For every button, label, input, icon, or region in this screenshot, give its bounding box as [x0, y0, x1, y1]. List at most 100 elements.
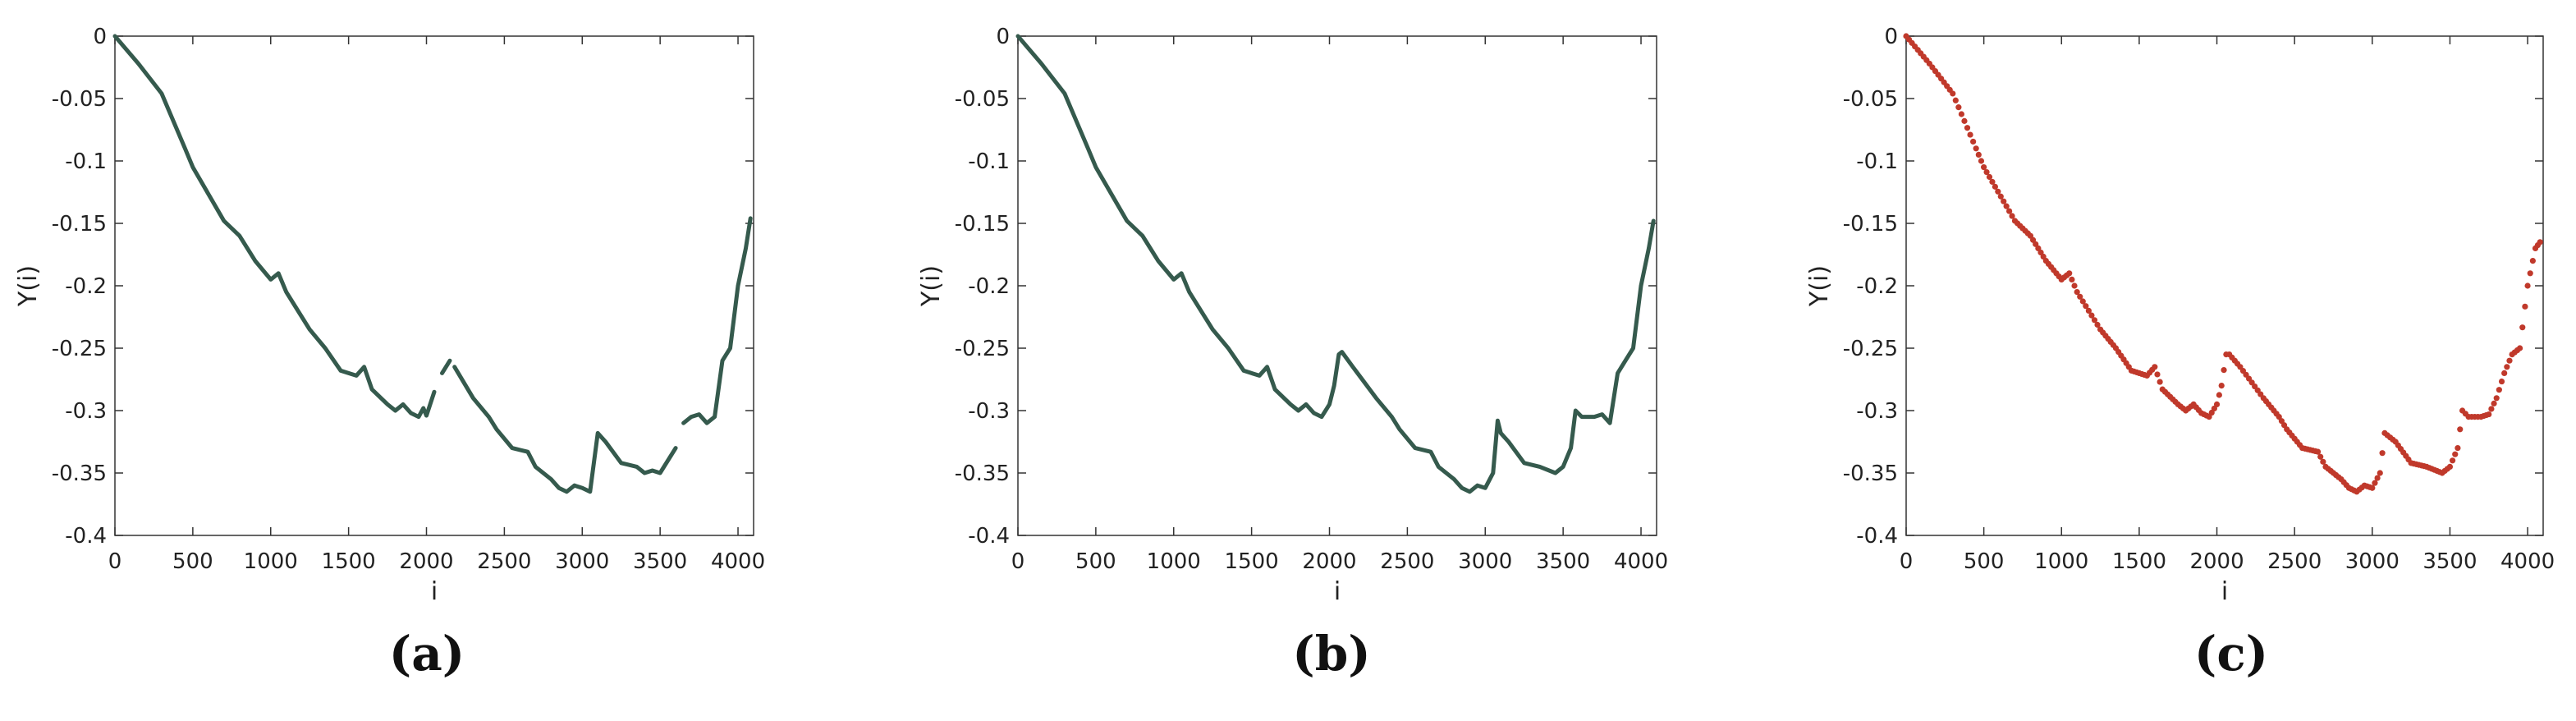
data-point [1989, 178, 1996, 186]
data-point [2524, 282, 2531, 289]
data-point [2504, 364, 2510, 370]
x-tick-label: 500 [1075, 549, 1116, 574]
data-point [2320, 458, 2326, 465]
data-point [2452, 451, 2459, 457]
x-tick-label: 1500 [2112, 549, 2166, 574]
data-point [1975, 151, 1982, 158]
data-point [2455, 445, 2461, 452]
series-line-segment [112, 34, 437, 420]
data-point [2066, 270, 2073, 277]
y-tick-label: -0.25 [52, 337, 107, 361]
x-tick-label: 4000 [711, 549, 765, 574]
x-tick-label: 2000 [1302, 549, 1356, 574]
data-point [2079, 298, 2086, 305]
data-point [1986, 173, 1993, 181]
y-tick-label: -0.4 [968, 524, 1010, 549]
data-point [2379, 450, 2386, 457]
x-tick-label: 4000 [2500, 549, 2555, 574]
plot-frame [114, 35, 754, 536]
data-point [2218, 383, 2225, 389]
data-point [1958, 111, 1965, 117]
data-point [2369, 484, 2376, 491]
y-tick-label: -0.1 [1856, 149, 1898, 174]
x-tick-label: 2500 [2267, 549, 2322, 574]
y-tick-label: -0.2 [1856, 274, 1898, 299]
y-tick-label: -0.1 [65, 149, 107, 174]
data-point [2216, 392, 2222, 398]
data-point [1997, 193, 2004, 200]
series-line-segment [572, 430, 678, 494]
x-tick-label: 1500 [1225, 549, 1279, 574]
data-point [2496, 387, 2502, 393]
y-tick-label: 0 [93, 25, 107, 49]
data-point [2537, 239, 2543, 246]
x-axis-label: i [1334, 577, 1341, 606]
y-tick-label: -0.3 [65, 399, 107, 424]
data-point [2446, 463, 2454, 471]
x-tick-label: 1500 [322, 549, 376, 574]
x-tick-label: 1000 [1147, 549, 1201, 574]
data-point [1973, 145, 1979, 152]
data-point [2001, 198, 2007, 204]
x-tick-label: 3500 [633, 549, 687, 574]
y-tick-label: -0.15 [1843, 212, 1898, 237]
x-tick-label: 3500 [2422, 549, 2477, 574]
y-tick-label: -0.3 [1856, 399, 1898, 424]
data-point [1983, 168, 1990, 176]
y-tick-label: -0.15 [52, 212, 107, 237]
data-point [1952, 97, 1959, 103]
data-point [2488, 406, 2495, 412]
x-tick-label: 3000 [1458, 549, 1512, 574]
y-tick-label: -0.4 [1856, 524, 1898, 549]
chart-panel-1: 0 500 1000 1500 2000 2500 3000 3500 4000 0 -0.05 -0… [14, 25, 765, 606]
data-point [2314, 448, 2322, 455]
data-point [2083, 303, 2089, 310]
data-point [2221, 367, 2227, 374]
y-tick-label: 0 [996, 25, 1010, 49]
x-tick-label: 2500 [477, 549, 531, 574]
chart-panel-3: 0 500 1000 1500 2000 2500 3000 3500 4000 0 -0.05 -0… [1805, 25, 2555, 606]
y-tick-label: -0.2 [65, 274, 107, 299]
x-axis-label: i [2221, 577, 2228, 606]
data-point [2527, 270, 2533, 277]
data-point [2074, 289, 2080, 296]
data-point [2517, 345, 2523, 351]
x-tick-label: 2500 [1380, 549, 1434, 574]
x-tick-label: 1000 [2034, 549, 2088, 574]
data-point [2213, 401, 2221, 407]
data-point [2493, 395, 2500, 402]
y-tick-label: -0.05 [52, 87, 107, 112]
data-point [2069, 276, 2075, 282]
x-tick-label: 3000 [555, 549, 609, 574]
data-point [2457, 426, 2464, 433]
data-point [2009, 213, 2015, 219]
data-point [2377, 470, 2383, 476]
data-point [2006, 208, 2013, 214]
plot-frame [1905, 35, 2544, 536]
data-point [1964, 125, 1971, 131]
data-point [2506, 357, 2513, 364]
x-tick-label: 2000 [2189, 549, 2244, 574]
y-axis-label: Y(i) [917, 265, 946, 307]
series-line-segment [452, 365, 577, 494]
data-point [1961, 117, 1968, 124]
y-tick-label: -0.35 [52, 462, 107, 486]
series-line-segment [1015, 34, 1656, 494]
y-tick-label: -0.25 [1843, 337, 1898, 361]
x-tick-label: 3500 [1536, 549, 1590, 574]
panel-caption-b: (b) [1292, 626, 1371, 682]
data-point [2491, 400, 2497, 406]
data-point [2486, 411, 2492, 418]
y-tick-label: -0.35 [955, 462, 1010, 486]
data-point [2374, 475, 2381, 481]
series-line-segment [440, 358, 452, 375]
x-tick-label: 4000 [1614, 549, 1668, 574]
data-point [2085, 307, 2092, 314]
y-tick-label: 0 [1884, 25, 1898, 49]
data-point [2501, 370, 2508, 376]
x-tick-label: 0 [1011, 549, 1025, 574]
x-tick-label: 0 [108, 549, 122, 574]
x-axis-label: i [431, 577, 438, 606]
data-point [2449, 457, 2456, 464]
